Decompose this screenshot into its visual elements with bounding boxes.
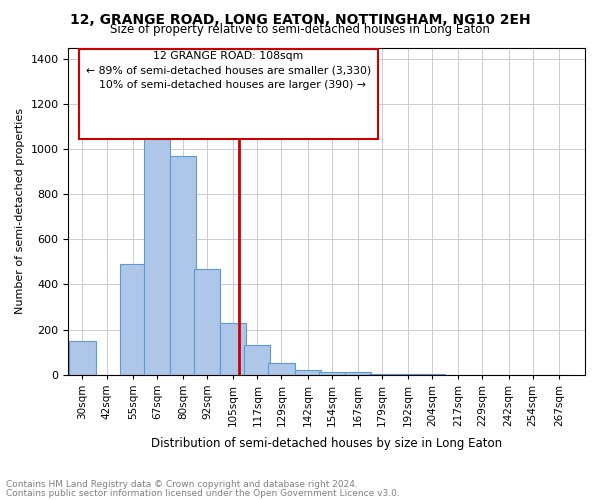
Bar bbox=[194, 268, 220, 374]
X-axis label: Distribution of semi-detached houses by size in Long Eaton: Distribution of semi-detached houses by … bbox=[151, 437, 502, 450]
Bar bbox=[295, 370, 320, 374]
Bar bbox=[319, 372, 345, 374]
Y-axis label: Number of semi-detached properties: Number of semi-detached properties bbox=[15, 108, 25, 314]
Bar bbox=[144, 118, 170, 374]
Bar bbox=[70, 341, 95, 374]
Bar bbox=[268, 364, 295, 374]
Text: Contains HM Land Registry data © Crown copyright and database right 2024.: Contains HM Land Registry data © Crown c… bbox=[6, 480, 358, 489]
Text: 12 GRANGE ROAD: 108sqm
← 89% of semi-detached houses are smaller (3,330)
  10% o: 12 GRANGE ROAD: 108sqm ← 89% of semi-det… bbox=[86, 51, 371, 90]
Bar bbox=[345, 372, 371, 374]
Bar bbox=[220, 323, 246, 374]
FancyBboxPatch shape bbox=[79, 49, 379, 139]
Bar bbox=[244, 346, 271, 374]
Text: Contains public sector information licensed under the Open Government Licence v3: Contains public sector information licen… bbox=[6, 488, 400, 498]
Bar bbox=[170, 156, 196, 374]
Text: 12, GRANGE ROAD, LONG EATON, NOTTINGHAM, NG10 2EH: 12, GRANGE ROAD, LONG EATON, NOTTINGHAM,… bbox=[70, 12, 530, 26]
Bar bbox=[119, 264, 146, 374]
Text: Size of property relative to semi-detached houses in Long Eaton: Size of property relative to semi-detach… bbox=[110, 22, 490, 36]
